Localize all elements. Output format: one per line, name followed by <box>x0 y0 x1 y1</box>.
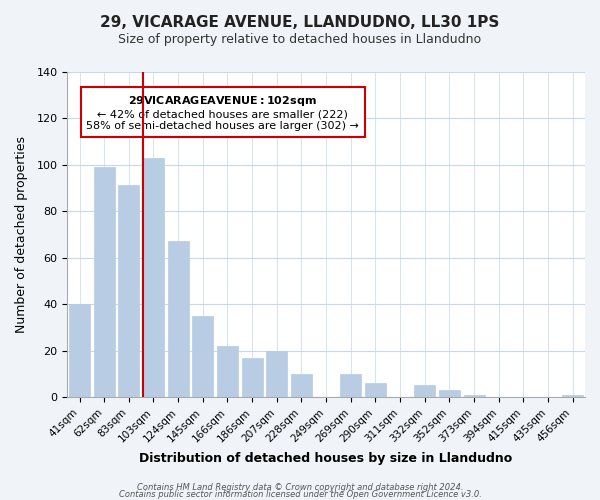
Bar <box>340 374 361 397</box>
Bar <box>217 346 238 397</box>
Bar <box>266 350 287 397</box>
Text: Contains public sector information licensed under the Open Government Licence v3: Contains public sector information licen… <box>119 490 481 499</box>
Text: Size of property relative to detached houses in Llandudno: Size of property relative to detached ho… <box>118 32 482 46</box>
Bar <box>193 316 213 397</box>
Bar <box>439 390 460 397</box>
Bar <box>167 242 188 397</box>
Bar <box>414 386 435 397</box>
Bar <box>143 158 164 397</box>
Text: $\bf{29 VICARAGE AVENUE: 102sqm}$
← 42% of detached houses are smaller (222)
58%: $\bf{29 VICARAGE AVENUE: 102sqm}$ ← 42% … <box>86 94 359 132</box>
Bar <box>291 374 312 397</box>
Bar <box>69 304 90 397</box>
Bar <box>365 383 386 397</box>
Bar <box>94 167 115 397</box>
Bar <box>242 358 263 397</box>
Bar <box>562 395 583 397</box>
Text: 29, VICARAGE AVENUE, LLANDUDNO, LL30 1PS: 29, VICARAGE AVENUE, LLANDUDNO, LL30 1PS <box>100 15 500 30</box>
Bar <box>118 186 139 397</box>
Bar <box>464 395 485 397</box>
Text: Contains HM Land Registry data © Crown copyright and database right 2024.: Contains HM Land Registry data © Crown c… <box>137 484 463 492</box>
Y-axis label: Number of detached properties: Number of detached properties <box>15 136 28 333</box>
X-axis label: Distribution of detached houses by size in Llandudno: Distribution of detached houses by size … <box>139 452 513 465</box>
